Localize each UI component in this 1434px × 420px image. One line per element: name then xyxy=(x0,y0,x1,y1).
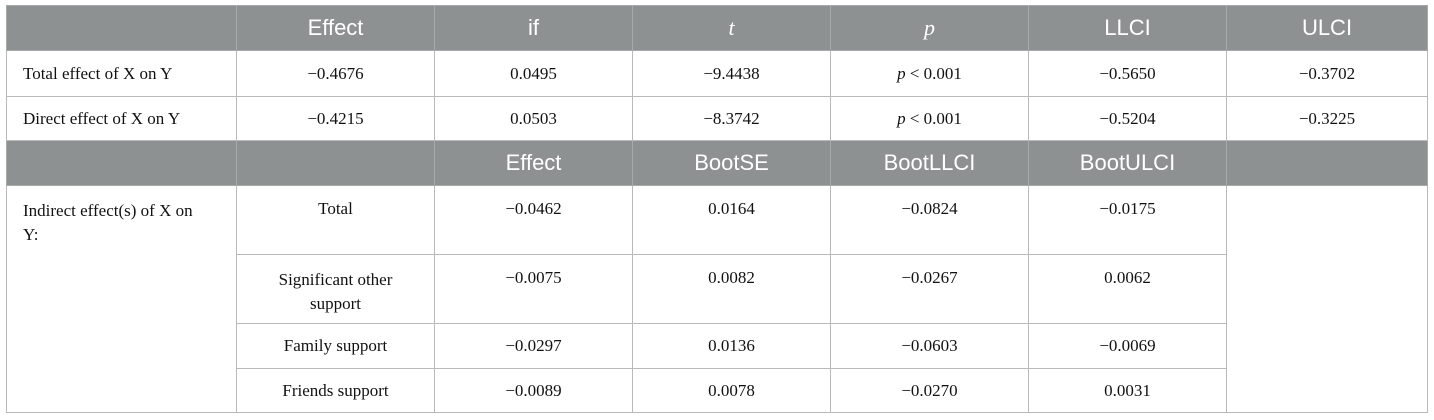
p-symbol: p xyxy=(897,108,906,128)
header-empty-cell xyxy=(6,5,237,51)
header-llci: LLCI xyxy=(1028,5,1227,51)
header-p: p xyxy=(830,5,1029,51)
ulci-cell: −0.3225 xyxy=(1226,96,1428,141)
table-row: Total effect of X on Y −0.4676 0.0495 −9… xyxy=(6,50,1428,97)
p-value: < 0.001 xyxy=(905,108,962,128)
table-row: Significant other support −0.0075 0.0082… xyxy=(7,254,1428,324)
effect-cell: −0.0297 xyxy=(434,323,633,369)
ulci-cell: −0.3702 xyxy=(1226,50,1428,97)
header-effect: Effect xyxy=(236,5,435,51)
bootulci-cell: −0.0069 xyxy=(1028,323,1227,369)
indirect-name-cell: Significant other support xyxy=(236,254,435,324)
header-se: if xyxy=(434,5,633,51)
header-t: t xyxy=(632,5,831,51)
table-row: Friends support −0.0089 0.0078 −0.0270 0… xyxy=(7,368,1428,413)
llci-cell: −0.5650 xyxy=(1028,50,1227,97)
p-value: < 0.001 xyxy=(905,63,962,83)
row-label: Direct effect of X on Y xyxy=(6,96,237,141)
bootulci-cell: 0.0031 xyxy=(1028,368,1227,413)
indirect-name-cell: Friends support xyxy=(236,368,435,413)
effect-cell: −0.4215 xyxy=(236,96,435,141)
table-row: Direct effect of X on Y −0.4215 0.0503 −… xyxy=(6,96,1428,141)
header-effect: Effect xyxy=(434,140,633,186)
bootulci-cell: 0.0062 xyxy=(1028,254,1227,324)
effects-table: Effect if t p LLCI ULCI Total effect of … xyxy=(6,5,1428,413)
row-label: Total effect of X on Y xyxy=(6,50,237,97)
empty-cell xyxy=(1226,185,1428,413)
p-cell: p < 0.001 xyxy=(830,96,1029,141)
header-empty-cell xyxy=(236,140,435,186)
p-symbol: p xyxy=(897,63,906,83)
bootllci-cell: −0.0603 xyxy=(830,323,1029,369)
effect-cell: −0.4676 xyxy=(236,50,435,97)
bootulci-cell: −0.0175 xyxy=(1028,185,1227,255)
llci-cell: −0.5204 xyxy=(1028,96,1227,141)
bootllci-cell: −0.0824 xyxy=(830,185,1029,255)
bootse-cell: 0.0078 xyxy=(632,368,831,413)
header-empty-cell xyxy=(6,140,237,186)
bootse-cell: 0.0082 xyxy=(632,254,831,324)
header-ulci: ULCI xyxy=(1226,5,1428,51)
effect-cell: −0.0075 xyxy=(434,254,633,324)
bootse-cell: 0.0164 xyxy=(632,185,831,255)
indirect-name-cell: Total xyxy=(236,185,435,255)
effect-cell: −0.0089 xyxy=(434,368,633,413)
header-row-2: Effect BootSE BootLLCI BootULCI xyxy=(6,140,1428,186)
header-bootulci: BootULCI xyxy=(1028,140,1227,186)
indirect-effects-label: Indirect effect(s) of X on Y: xyxy=(6,185,237,413)
t-cell: −9.4438 xyxy=(632,50,831,97)
header-bootse: BootSE xyxy=(632,140,831,186)
header-empty-cell xyxy=(1226,140,1428,186)
t-cell: −8.3742 xyxy=(632,96,831,141)
header-bootllci: BootLLCI xyxy=(830,140,1029,186)
indirect-name-cell: Family support xyxy=(236,323,435,369)
effects-table-container: Effect if t p LLCI ULCI Total effect of … xyxy=(6,5,1428,413)
bootllci-cell: −0.0267 xyxy=(830,254,1029,324)
header-row-1: Effect if t p LLCI ULCI xyxy=(6,5,1428,51)
bootse-cell: 0.0136 xyxy=(632,323,831,369)
effect-cell: −0.0462 xyxy=(434,185,633,255)
bootllci-cell: −0.0270 xyxy=(830,368,1029,413)
table-row: Indirect effect(s) of X on Y: Total −0.0… xyxy=(6,185,1428,413)
se-cell: 0.0495 xyxy=(434,50,633,97)
se-cell: 0.0503 xyxy=(434,96,633,141)
p-cell: p < 0.001 xyxy=(830,50,1029,97)
